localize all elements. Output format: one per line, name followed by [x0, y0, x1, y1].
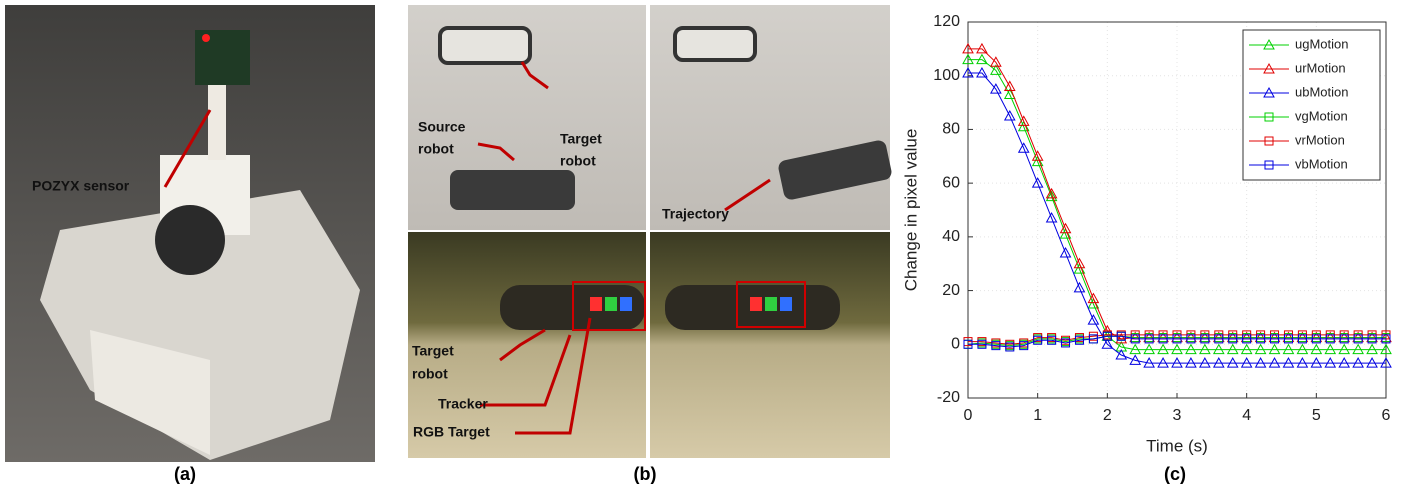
- annotation: RGB Target: [413, 424, 490, 440]
- x-axis-label: Time (s): [1146, 436, 1208, 455]
- y-tick-label: 20: [942, 282, 960, 299]
- y-tick-label: 100: [933, 67, 960, 84]
- annotation: Target: [412, 343, 454, 359]
- legend-label: ubMotion: [1295, 84, 1348, 99]
- legend-label: urMotion: [1295, 60, 1346, 75]
- annotation: Source: [418, 119, 466, 135]
- annotation: robot: [412, 366, 448, 382]
- annotation: Trajectory: [662, 206, 729, 222]
- y-tick-label: 0: [951, 336, 960, 353]
- legend-label: vrMotion: [1295, 132, 1345, 147]
- annotation: robot: [560, 153, 596, 169]
- y-tick-label: 120: [933, 13, 960, 30]
- chart: -200204060801001200123456Time (s)Change …: [901, 13, 1391, 455]
- x-tick-label: 4: [1242, 407, 1251, 424]
- x-tick-label: 0: [964, 407, 973, 424]
- x-tick-label: 3: [1173, 407, 1182, 424]
- caption: (c): [1164, 464, 1186, 484]
- x-tick-label: 5: [1312, 407, 1321, 424]
- y-tick-label: 60: [942, 174, 960, 191]
- x-tick-label: 1: [1033, 407, 1042, 424]
- legend-label: vbMotion: [1295, 156, 1348, 171]
- annotation: Tracker: [438, 396, 488, 412]
- photo-b: [408, 5, 893, 458]
- annotation: Target: [560, 131, 602, 147]
- caption: (b): [634, 464, 657, 484]
- caption: (a): [174, 464, 196, 484]
- legend-label: vgMotion: [1295, 108, 1348, 123]
- figure: POZYX sensor (a) Target robot Source rob…: [0, 0, 1408, 489]
- y-tick-label: 80: [942, 121, 960, 138]
- y-axis-label: Change in pixel value: [901, 129, 920, 292]
- y-tick-label: -20: [937, 389, 960, 406]
- photo-a: [5, 5, 375, 462]
- annotation: POZYX sensor: [32, 178, 130, 194]
- y-tick-label: 40: [942, 228, 960, 245]
- x-tick-label: 6: [1382, 407, 1391, 424]
- legend-label: ugMotion: [1295, 36, 1348, 51]
- x-tick-label: 2: [1103, 407, 1112, 424]
- annotation: robot: [418, 141, 454, 157]
